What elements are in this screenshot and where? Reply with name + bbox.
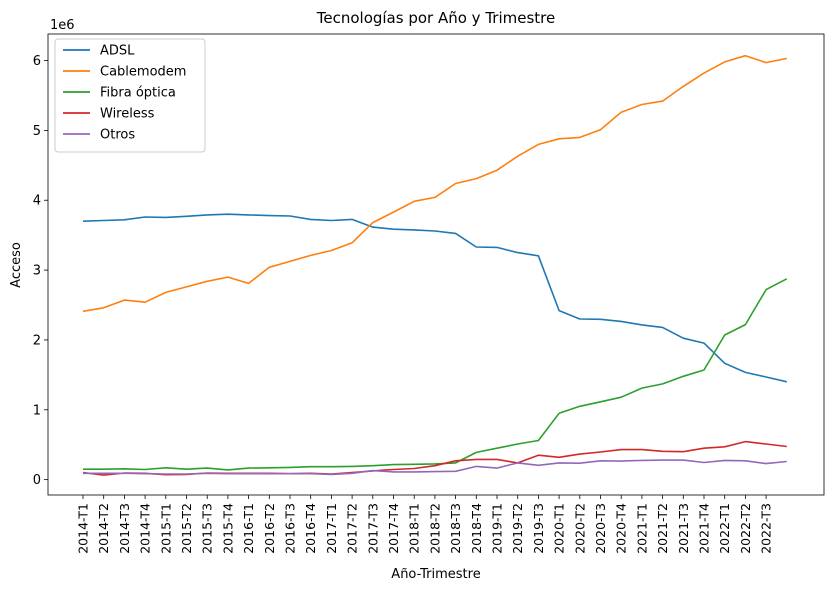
- y-offset-label: 1e6: [50, 18, 75, 33]
- x-tick-label: 2017-T2: [345, 503, 360, 554]
- y-tick-label: 0: [33, 473, 41, 488]
- x-tick-label: 2016-T4: [303, 503, 318, 554]
- series-line-adsl: [82, 213, 787, 383]
- x-tick-label: 2018-T3: [448, 503, 463, 554]
- y-tick-label: 6: [33, 54, 41, 69]
- series-line-otros: [83, 459, 787, 476]
- y-axis-label: Acceso: [9, 242, 24, 288]
- x-tick-label: 2021-T3: [676, 503, 691, 554]
- series-line-fibra-ptica: [83, 278, 788, 471]
- legend-box: [54, 38, 206, 153]
- x-tick-label: 2018-T4: [469, 503, 484, 554]
- series-layer: [82, 54, 788, 476]
- y-tick-label: 5: [33, 124, 41, 139]
- x-tick-label: 2014-T3: [117, 503, 132, 554]
- x-tick-label: 2016-T3: [283, 503, 298, 554]
- y-tick-label: 3: [33, 264, 41, 279]
- x-tick-label: 2014-T4: [138, 503, 153, 554]
- series-line-cablemodem: [82, 54, 787, 313]
- x-tick-label: 2017-T1: [324, 503, 339, 554]
- x-tick-label: 2021-T4: [697, 503, 712, 554]
- x-tick-label: 2022-T3: [759, 503, 774, 554]
- x-tick-label: 2014-T1: [76, 503, 91, 554]
- plot-frame: [47, 33, 825, 496]
- y-tick-label: 2: [33, 333, 41, 348]
- legend-label: Cablemodem: [100, 65, 186, 80]
- x-tick-label: 2015-T2: [179, 503, 194, 554]
- x-tick-label: 2020-T3: [593, 503, 608, 554]
- legend-label: Otros: [100, 128, 135, 143]
- x-tick-label: 2020-T4: [614, 503, 629, 554]
- legend-label: Fibra óptica: [100, 86, 176, 101]
- y-ticks: 0 1 2 3 4 5 6: [33, 54, 48, 488]
- x-tick-label: 2015-T1: [158, 503, 173, 554]
- chart-title: Tecnologías por Año y Trimestre: [316, 9, 555, 27]
- x-tick-label: 2015-T3: [200, 503, 215, 554]
- x-tick-label: 2016-T1: [241, 503, 256, 554]
- x-tick-label: 2018-T1: [407, 503, 422, 554]
- y-tick-label: 1: [33, 403, 41, 418]
- legend-label: ADSL: [100, 44, 135, 59]
- x-tick-label: 2022-T2: [738, 503, 753, 554]
- legend-label: Wireless: [100, 107, 155, 122]
- x-tick-label: 2020-T1: [552, 503, 567, 554]
- x-axis-label: Año-Trimestre: [391, 567, 480, 582]
- x-tick-label: 2017-T4: [386, 503, 401, 554]
- x-tick-label: 2020-T2: [572, 503, 587, 554]
- y-tick-label: 4: [33, 194, 41, 209]
- x-tick-label: 2022-T1: [717, 503, 732, 554]
- x-tick-label: 2021-T2: [655, 503, 670, 554]
- x-ticks: 2014-T1 2014-T2 2014-T3 2014-T4 2015-T1 2015-…: [76, 495, 774, 554]
- x-tick-label: 2019-T3: [531, 503, 546, 554]
- x-tick-label: 2017-T3: [365, 503, 380, 554]
- x-tick-label: 2018-T2: [427, 503, 442, 554]
- legend: ADSL Cablemodem Fibra óptica Wireless Otros: [54, 38, 206, 153]
- x-tick-label: 2015-T4: [220, 503, 235, 554]
- x-tick-label: 2021-T1: [634, 503, 649, 554]
- x-tick-label: 2014-T2: [96, 503, 111, 554]
- x-tick-label: 2019-T2: [510, 503, 525, 554]
- x-tick-label: 2019-T1: [490, 503, 505, 554]
- x-tick-label: 2016-T2: [262, 503, 277, 554]
